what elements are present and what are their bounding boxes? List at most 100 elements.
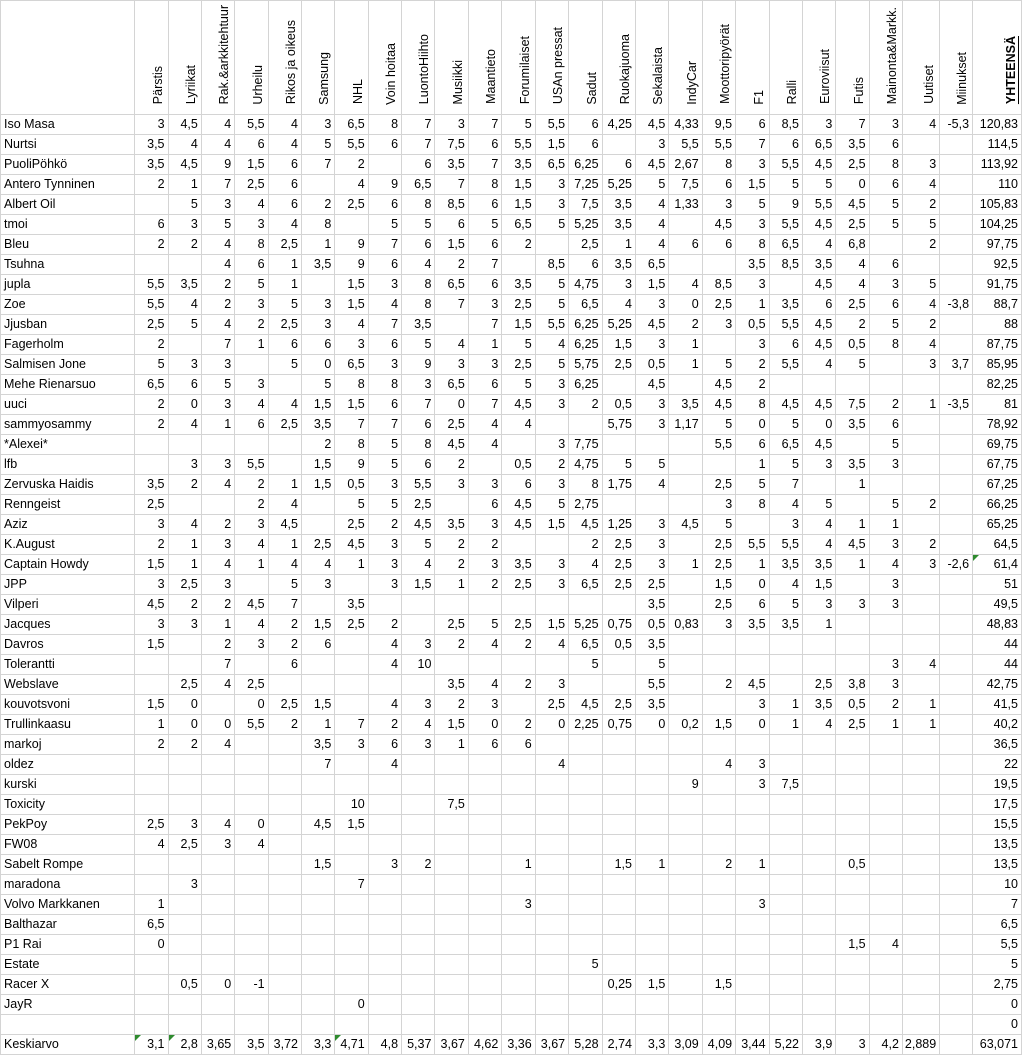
score-cell[interactable]: 4,75 — [568, 274, 603, 296]
score-cell[interactable]: 4 — [534, 334, 570, 356]
score-cell[interactable]: 5 — [901, 214, 941, 236]
score-cell[interactable] — [401, 794, 436, 816]
score-cell[interactable] — [939, 254, 974, 276]
player-name-cell[interactable]: Estate — [0, 954, 136, 976]
score-cell[interactable] — [868, 1014, 903, 1036]
score-cell[interactable] — [401, 894, 436, 916]
score-cell[interactable] — [334, 1014, 369, 1036]
score-cell[interactable] — [467, 894, 503, 916]
score-cell[interactable]: 5,25 — [601, 174, 636, 196]
score-cell[interactable]: 1,5 — [601, 334, 636, 356]
score-cell[interactable] — [801, 874, 837, 896]
score-cell[interactable] — [234, 734, 269, 756]
score-cell[interactable]: 1,5 — [234, 154, 269, 176]
score-cell[interactable]: 2,5 — [601, 694, 636, 716]
score-cell[interactable]: 6 — [367, 334, 403, 356]
score-cell[interactable]: 2 — [534, 454, 570, 476]
score-cell[interactable] — [701, 1014, 737, 1036]
score-cell[interactable]: 5 — [634, 454, 670, 476]
player-name-cell[interactable]: PuoliPöhkö — [0, 154, 136, 176]
score-cell[interactable]: 8 — [300, 214, 336, 236]
score-cell[interactable] — [735, 994, 770, 1016]
score-cell[interactable] — [701, 894, 737, 916]
score-cell[interactable]: 5 — [367, 454, 403, 476]
score-cell[interactable] — [939, 1034, 974, 1055]
score-cell[interactable]: 1,5 — [334, 274, 369, 296]
score-cell[interactable]: 5 — [200, 374, 236, 396]
score-cell[interactable] — [939, 634, 974, 656]
score-cell[interactable]: 3 — [200, 534, 236, 556]
score-cell[interactable]: 6,5 — [434, 374, 469, 396]
score-cell[interactable] — [134, 194, 169, 216]
score-cell[interactable]: 2 — [200, 594, 236, 616]
score-cell[interactable]: 7 — [334, 714, 369, 736]
score-cell[interactable]: 0,5 — [634, 354, 670, 376]
score-cell[interactable]: 8 — [367, 374, 403, 396]
score-cell[interactable]: 6,5 — [134, 374, 169, 396]
score-cell[interactable]: 3 — [634, 534, 670, 556]
score-cell[interactable] — [634, 494, 670, 516]
total-cell[interactable]: 19,5 — [972, 774, 1022, 796]
score-cell[interactable] — [134, 954, 169, 976]
player-name-cell[interactable]: PekPoy — [0, 814, 136, 836]
score-cell[interactable] — [334, 774, 369, 796]
score-cell[interactable]: 5 — [534, 494, 570, 516]
score-cell[interactable]: 5,22 — [768, 1034, 803, 1055]
score-cell[interactable] — [668, 634, 703, 656]
score-cell[interactable]: 4 — [167, 414, 202, 436]
score-cell[interactable]: 4 — [801, 514, 837, 536]
score-cell[interactable]: 2,5 — [835, 154, 870, 176]
score-cell[interactable]: 2 — [501, 714, 536, 736]
score-cell[interactable]: 4 — [601, 294, 636, 316]
score-cell[interactable]: 2,5 — [501, 574, 536, 596]
score-cell[interactable] — [939, 1014, 974, 1036]
player-name-cell[interactable]: Antero Tynninen — [0, 174, 136, 196]
score-cell[interactable] — [234, 994, 269, 1016]
score-cell[interactable]: 3,5 — [434, 674, 469, 696]
total-cell[interactable]: 36,5 — [972, 734, 1022, 756]
score-cell[interactable]: 2,5 — [267, 314, 302, 336]
score-cell[interactable]: 6 — [868, 254, 903, 276]
score-cell[interactable] — [701, 734, 737, 756]
score-cell[interactable] — [835, 1014, 870, 1036]
score-cell[interactable] — [901, 634, 941, 656]
score-cell[interactable]: 2 — [434, 634, 469, 656]
score-cell[interactable] — [300, 774, 336, 796]
score-cell[interactable] — [234, 914, 269, 936]
score-cell[interactable] — [401, 934, 436, 956]
score-cell[interactable]: 3 — [134, 114, 169, 136]
score-cell[interactable]: 3 — [701, 494, 737, 516]
score-cell[interactable] — [334, 634, 369, 656]
score-cell[interactable]: 4,71 — [334, 1034, 369, 1055]
score-cell[interactable]: 3 — [735, 694, 770, 716]
score-cell[interactable]: 6 — [267, 654, 302, 676]
score-cell[interactable]: 7,5 — [434, 794, 469, 816]
score-cell[interactable]: 2,889 — [901, 1034, 941, 1055]
score-cell[interactable] — [835, 914, 870, 936]
score-cell[interactable]: 6 — [467, 274, 503, 296]
score-cell[interactable]: 3,9 — [801, 1034, 837, 1055]
score-cell[interactable] — [939, 974, 974, 996]
score-cell[interactable] — [501, 834, 536, 856]
score-cell[interactable]: 4,5 — [568, 514, 603, 536]
score-cell[interactable] — [868, 954, 903, 976]
score-cell[interactable]: 3 — [534, 194, 570, 216]
score-cell[interactable] — [300, 794, 336, 816]
score-cell[interactable]: 4 — [200, 254, 236, 276]
score-cell[interactable]: 6,5 — [334, 114, 369, 136]
score-cell[interactable] — [234, 794, 269, 816]
score-cell[interactable]: 6 — [367, 254, 403, 276]
score-cell[interactable]: 3 — [868, 654, 903, 676]
score-cell[interactable]: 4,5 — [701, 394, 737, 416]
score-cell[interactable]: 2 — [901, 234, 941, 256]
column-header[interactable]: Samsung — [300, 0, 336, 116]
score-cell[interactable] — [234, 894, 269, 916]
player-name-cell[interactable]: Iso Masa — [0, 114, 136, 136]
player-name-cell[interactable]: tmoi — [0, 214, 136, 236]
score-cell[interactable]: 3 — [200, 574, 236, 596]
score-cell[interactable] — [267, 814, 302, 836]
score-cell[interactable] — [939, 434, 974, 456]
column-header-total[interactable]: YHTEENSÄ — [972, 0, 1022, 116]
score-cell[interactable] — [634, 914, 670, 936]
score-cell[interactable] — [939, 754, 974, 776]
